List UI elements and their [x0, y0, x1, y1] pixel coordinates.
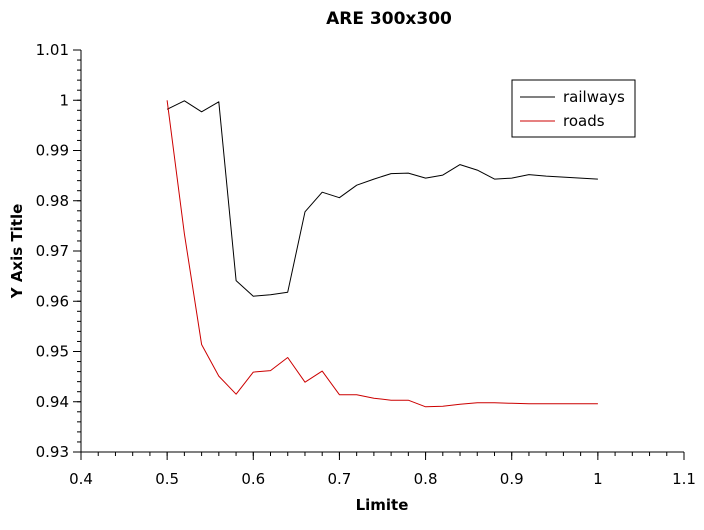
- legend-label-roads: roads: [563, 112, 605, 130]
- y-axis-label: Y Axis Title: [8, 204, 26, 300]
- series-line-railways: [166, 100, 598, 297]
- axis-ticks: [73, 49, 685, 460]
- y-tick-label: 0.94: [36, 393, 69, 411]
- y-tick-label: 1: [59, 91, 69, 109]
- y-tick-label: 0.93: [36, 443, 69, 461]
- x-tick-label: 0.7: [327, 470, 351, 488]
- legend: railways roads: [511, 79, 636, 138]
- x-tick-label: 0.6: [241, 470, 265, 488]
- y-tick-label: 0.95: [36, 343, 69, 361]
- y-tick-label: 0.97: [36, 242, 69, 260]
- y-tick-label: 0.98: [36, 192, 69, 210]
- series-lines: [166, 100, 598, 408]
- y-tick-label: 0.99: [36, 142, 69, 160]
- chart-title: ARE 300x300: [326, 9, 452, 29]
- x-tick-label: 0.5: [155, 470, 179, 488]
- legend-box: [511, 79, 636, 138]
- tick-labels: 0.4 0.5 0.6 0.7 0.8 0.9 1 1.1 0.93 0.94 0.95 0.96 0.…: [36, 41, 696, 488]
- x-tick-label: 0.8: [414, 470, 438, 488]
- legend-label-railways: railways: [563, 88, 625, 106]
- x-axis-label: Limite: [356, 496, 409, 514]
- series-line-roads: [166, 100, 598, 408]
- x-tick-label: 1.1: [672, 470, 696, 488]
- y-tick-label: 0.96: [36, 292, 69, 310]
- x-tick-label: 1: [593, 470, 603, 488]
- x-tick-label: 0.4: [69, 470, 93, 488]
- y-tick-label: 1.01: [36, 41, 69, 59]
- x-tick-label: 0.9: [500, 470, 524, 488]
